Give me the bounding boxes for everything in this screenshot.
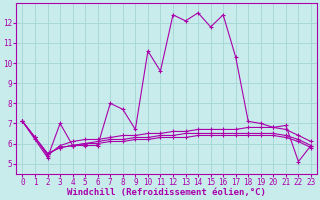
X-axis label: Windchill (Refroidissement éolien,°C): Windchill (Refroidissement éolien,°C) xyxy=(67,188,266,197)
